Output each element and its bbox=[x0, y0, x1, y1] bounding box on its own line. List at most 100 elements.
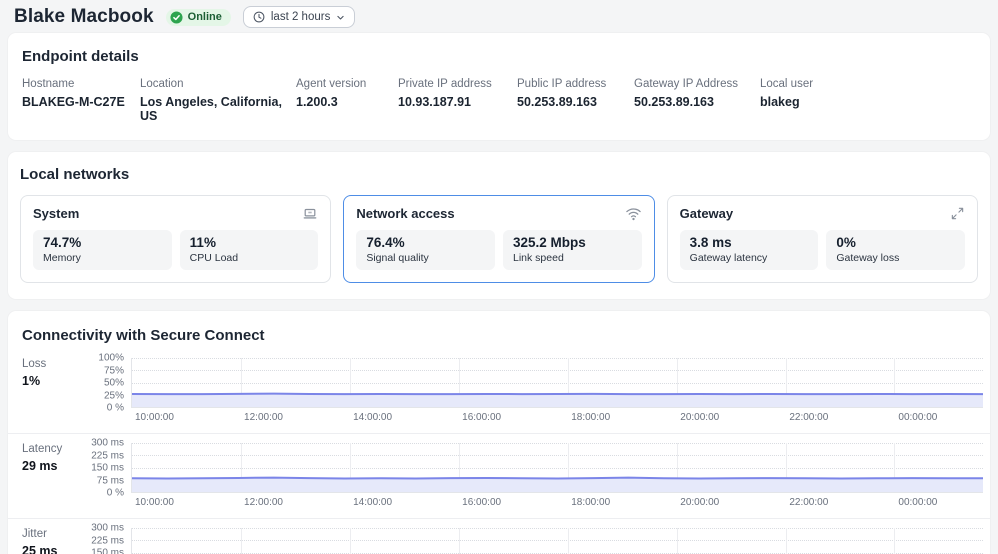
chart-plot-area[interactable] bbox=[131, 358, 983, 408]
clock-icon bbox=[253, 11, 265, 23]
field-label: Location bbox=[140, 78, 286, 90]
chart-plot-area[interactable] bbox=[131, 443, 983, 493]
series-line bbox=[132, 443, 983, 492]
metrics-row: 74.7% Memory 11%CPU Load bbox=[33, 230, 318, 270]
connectivity-card: Connectivity with Secure Connect Loss1%1… bbox=[8, 311, 990, 554]
endpoint-details-title: Endpoint details bbox=[22, 48, 976, 65]
y-tick-label: 75 ms bbox=[97, 475, 124, 486]
y-tick-label: 50% bbox=[104, 378, 124, 389]
laptop-icon bbox=[302, 206, 318, 222]
metrics-row: 3.8 ms Gateway latency 0% Gateway loss bbox=[680, 230, 965, 270]
metric-label: Link speed bbox=[513, 252, 632, 264]
y-tick-label: 300 ms bbox=[91, 438, 124, 449]
charts: Loss1%100%75%50%25%0 %10:00:0012:00:0014… bbox=[8, 358, 990, 554]
x-tick-label: 14:00:00 bbox=[353, 412, 392, 423]
endpoint-details-card: Endpoint details Hostname BLAKEG-M-C27E Lo… bbox=[8, 33, 990, 140]
chart-jitter: Jitter25 ms300 ms225 ms150 ms75 ms0 %10:… bbox=[8, 528, 990, 554]
x-tick-label: 16:00:00 bbox=[462, 497, 501, 508]
time-range-label: last 2 hours bbox=[271, 11, 330, 23]
endpoint-field-agent-version: Agent version 1.200.3 bbox=[296, 78, 398, 123]
endpoint-field-public-ip-address: Public IP address50.253.89.163 bbox=[517, 78, 634, 123]
metric-gateway-latency: 3.8 ms Gateway latency bbox=[680, 230, 819, 270]
metric-label: Memory bbox=[43, 252, 162, 264]
metric-cpu-load: 11%CPU Load bbox=[180, 230, 319, 270]
y-tick-label: 225 ms bbox=[91, 535, 124, 546]
field-value: Los Angeles, California, US bbox=[140, 95, 286, 123]
metric-value: 0% bbox=[836, 235, 955, 250]
y-tick-label: 300 ms bbox=[91, 523, 124, 534]
page-header: Blake Macbook Online last 2 hours bbox=[0, 0, 998, 33]
metric-memory: 74.7% Memory bbox=[33, 230, 172, 270]
chart-latency: Latency29 ms300 ms225 ms150 ms75 ms0 % 10… bbox=[8, 443, 990, 519]
chart-metric-value: 29 ms bbox=[22, 459, 84, 473]
metric-value: 76.4% bbox=[366, 235, 485, 250]
metric-link-speed: 325.2 Mbps Link speed bbox=[503, 230, 642, 270]
y-tick-label: 25% bbox=[104, 390, 124, 401]
y-tick-label: 0 % bbox=[107, 488, 124, 499]
x-tick-label: 00:00:00 bbox=[898, 412, 937, 423]
local-networks-title: Local networks bbox=[20, 166, 978, 183]
field-value: blakeg bbox=[760, 95, 813, 109]
chart-metric-value: 25 ms bbox=[22, 544, 84, 554]
connectivity-title: Connectivity with Secure Connect bbox=[8, 327, 990, 344]
x-tick-label: 18:00:00 bbox=[571, 497, 610, 508]
series-line bbox=[132, 528, 983, 554]
metric-label: Gateway loss bbox=[836, 252, 955, 264]
y-tick-label: 75% bbox=[104, 365, 124, 376]
field-label: Hostname bbox=[22, 78, 130, 90]
chart-meta: Loss1% bbox=[8, 358, 84, 408]
x-tick-label: 22:00:00 bbox=[789, 497, 828, 508]
chart-loss: Loss1%100%75%50%25%0 %10:00:0012:00:0014… bbox=[8, 358, 990, 434]
field-value: 50.253.89.163 bbox=[517, 95, 624, 109]
metric-value: 74.7% bbox=[43, 235, 162, 250]
metric-label: CPU Load bbox=[190, 252, 309, 264]
field-value: 50.253.89.163 bbox=[634, 95, 750, 109]
y-tick-label: 100% bbox=[98, 353, 124, 364]
chart-plot-area[interactable] bbox=[131, 528, 983, 554]
subcard-system[interactable]: System74.7%Memory11%CPU Load bbox=[20, 195, 331, 283]
x-tick-label: 14:00:00 bbox=[353, 497, 392, 508]
chart-y-axis: 300 ms225 ms150 ms75 ms0 % bbox=[84, 443, 131, 493]
endpoint-fields: Hostname BLAKEG-M-C27E Location Los Angeles… bbox=[22, 78, 976, 123]
x-tick-label: 20:00:00 bbox=[680, 497, 719, 508]
status-badge: Online bbox=[166, 9, 231, 26]
chart-metric-name: Jitter bbox=[22, 528, 84, 540]
x-tick-label: 00:00:00 bbox=[898, 497, 937, 508]
chart-x-axis: 10:00:0012:00:0014:00:0016:00:0018:00:00… bbox=[131, 408, 983, 425]
endpoint-field-private-ip-address: Private IP address10.93.187.91 bbox=[398, 78, 517, 123]
metric-value: 325.2 Mbps bbox=[513, 235, 632, 250]
metrics-row: 76.4% Signal quality 325.2 Mbps Link speed bbox=[356, 230, 641, 270]
chart-y-axis: 300 ms225 ms150 ms75 ms0 % bbox=[84, 528, 131, 554]
chart-meta: Jitter 25 ms bbox=[8, 528, 84, 554]
chart-metric-value: 1% bbox=[22, 374, 84, 388]
time-range-dropdown[interactable]: last 2 hours bbox=[243, 6, 355, 28]
x-tick-label: 22:00:00 bbox=[789, 412, 828, 423]
chart-x-axis: 10:00:0012:00:0014:00:0016:00:0018:00:00… bbox=[131, 493, 983, 510]
subcard-gateway[interactable]: Gateway 3.8 ms Gateway latency 0% Gateway lo… bbox=[667, 195, 978, 283]
chart-meta: Latency29 ms bbox=[8, 443, 84, 493]
endpoint-field-gateway-ip-address: Gateway IP Address 50.253.89.163 bbox=[634, 78, 760, 123]
local-networks-card: Local networks System74.7%Memory11%CPU L… bbox=[8, 152, 990, 299]
x-tick-label: 10:00:00 bbox=[135, 497, 174, 508]
field-value: 1.200.3 bbox=[296, 95, 388, 109]
endpoint-field-location: Location Los Angeles, California, US bbox=[140, 78, 296, 123]
metric-label: Signal quality bbox=[366, 252, 485, 264]
metric-value: 3.8 ms bbox=[690, 235, 809, 250]
field-label: Agent version bbox=[296, 78, 388, 90]
subcard-network-access[interactable]: Network access76.4%Signal quality325.2 M… bbox=[343, 195, 654, 283]
wifi-icon bbox=[625, 206, 642, 221]
y-tick-label: 0 % bbox=[107, 403, 124, 414]
metric-signal-quality: 76.4% Signal quality bbox=[356, 230, 495, 270]
endpoint-field-local-user: Local userblakeg bbox=[760, 78, 823, 123]
metric-label: Gateway latency bbox=[690, 252, 809, 264]
x-tick-label: 12:00:00 bbox=[244, 412, 283, 423]
page-title: Blake Macbook bbox=[14, 6, 154, 28]
x-tick-label: 16:00:00 bbox=[462, 412, 501, 423]
field-label: Gateway IP Address bbox=[634, 78, 750, 90]
expand-icon bbox=[950, 206, 965, 221]
chevron-down-icon bbox=[336, 13, 345, 22]
field-value: BLAKEG-M-C27E bbox=[22, 95, 130, 109]
status-label: Online bbox=[188, 11, 222, 23]
subcard-title: Gateway bbox=[680, 206, 965, 221]
network-subcards: System74.7%Memory11%CPU LoadNetwork acce… bbox=[20, 195, 978, 283]
